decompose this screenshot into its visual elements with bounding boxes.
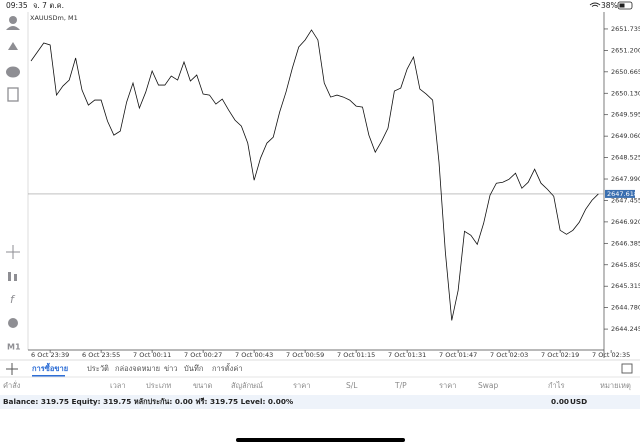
- candles-icon[interactable]: [8, 272, 11, 281]
- column-header: T/P: [394, 381, 407, 390]
- x-tick-label: 7 Oct 00:27: [184, 351, 222, 359]
- summary-row: [0, 395, 640, 409]
- tab[interactable]: ข่าว: [164, 364, 178, 373]
- tab[interactable]: กล่องจดหมาย: [115, 364, 160, 373]
- battery-level: [619, 3, 625, 8]
- column-header: คำสั่ง: [3, 380, 21, 390]
- x-tick-label: 6 Oct 23:39: [31, 351, 69, 359]
- tab[interactable]: การซื้อขาย: [32, 362, 68, 373]
- column-header: S/L: [346, 381, 358, 390]
- x-tick-label: 7 Oct 01:47: [439, 351, 477, 359]
- status-battery: 38%: [601, 1, 618, 10]
- y-tick-label: 2646.385: [611, 239, 640, 247]
- status-time: 09:35: [6, 1, 28, 10]
- x-tick-label: 7 Oct 00:43: [235, 351, 273, 359]
- x-tick-label: 7 Oct 02:19: [541, 351, 579, 359]
- x-tick-label: 7 Oct 00:59: [286, 351, 324, 359]
- y-tick-label: 2645.315: [611, 282, 640, 290]
- y-tick-label: 2651.735: [611, 25, 640, 33]
- y-tick-label: 2649.060: [611, 132, 640, 140]
- tab[interactable]: ประวัติ: [87, 364, 109, 373]
- y-tick-label: 2651.200: [611, 46, 640, 54]
- status-date: จ. 7 ต.ค.: [33, 1, 64, 10]
- y-tick-label: 2649.595: [611, 111, 640, 119]
- y-tick-label: 2647.990: [611, 175, 640, 183]
- x-tick-label: 7 Oct 00:11: [133, 351, 171, 359]
- column-header: Swap: [478, 381, 498, 390]
- y-tick-label: 2644.780: [611, 304, 640, 312]
- current-price-box: [605, 189, 635, 198]
- layout-button[interactable]: [621, 363, 633, 374]
- column-header: ราคา: [293, 381, 310, 390]
- add-button[interactable]: [6, 363, 18, 375]
- trade-icon[interactable]: [8, 42, 18, 50]
- profit: 0.00: [551, 397, 569, 406]
- crosshair-icon[interactable]: [6, 245, 20, 259]
- x-tick-label: 7 Oct 01:31: [388, 351, 426, 359]
- column-header: ประเภท: [146, 381, 171, 390]
- indicator-icon[interactable]: f: [10, 293, 16, 306]
- column-header: เวลา: [110, 381, 126, 390]
- column-header: หมายเหตุ: [600, 381, 631, 390]
- chart-title: XAUUSDm, M1: [30, 14, 78, 22]
- tab-underline: [32, 375, 65, 377]
- x-tick-label: 7 Oct 01:15: [337, 351, 375, 359]
- account-icon[interactable]: [9, 16, 17, 24]
- current-price-label: 2647.618: [607, 190, 638, 198]
- y-tick-label: 2650.130: [611, 89, 640, 97]
- x-tick-label: 6 Oct 23:55: [82, 351, 120, 359]
- column-header: ขนาด: [193, 381, 212, 390]
- table-header: คำสั่ง เวลา ประเภท ขนาด สัญลักษณ์ ราคา S/L T/P ร…: [3, 380, 631, 390]
- column-header: ราคา: [439, 381, 456, 390]
- battery-icon: [617, 1, 633, 10]
- y-tick-label: 2646.920: [611, 218, 640, 226]
- tab[interactable]: บันทึก: [184, 364, 203, 373]
- home-indicator: [236, 438, 405, 442]
- price-line: [30, 29, 599, 321]
- tabs: การซื้อขาย ประวัติ กล่องจดหมาย ข่าว บันทึก กา…: [32, 362, 243, 377]
- new-icon[interactable]: [7, 87, 19, 102]
- chat-icon[interactable]: [6, 66, 20, 78]
- wifi-icon: [589, 2, 601, 7]
- plot: 2651.735 2651.200 2650.665 2650.130 2649.595…: [28, 25, 640, 359]
- column-header: กำไร: [548, 381, 565, 390]
- y-tick-label: 2647.455: [611, 196, 640, 204]
- candles-icon-b: [14, 274, 17, 281]
- y-tick-label: 2645.850: [611, 261, 640, 269]
- tab[interactable]: การตั้งค่า: [212, 363, 243, 373]
- timeframe[interactable]: M1: [7, 343, 21, 352]
- x-tick-label: 7 Oct 02:03: [490, 351, 528, 359]
- objects-icon[interactable]: [8, 318, 18, 328]
- summary-text: Balance: 319.75 Equity: 319.75 หลักประกั…: [3, 397, 294, 406]
- y-tick-label: 2648.525: [611, 154, 640, 162]
- column-header: สัญลักษณ์: [231, 381, 263, 390]
- x-tick-label: 7 Oct 02:35: [592, 351, 630, 359]
- y-tick-label: 2644.245: [611, 325, 640, 333]
- account-icon-body: [6, 26, 20, 30]
- y-tick-label: 2650.665: [611, 68, 640, 76]
- currency: USD: [570, 397, 587, 406]
- toolbar: f M1: [6, 16, 21, 352]
